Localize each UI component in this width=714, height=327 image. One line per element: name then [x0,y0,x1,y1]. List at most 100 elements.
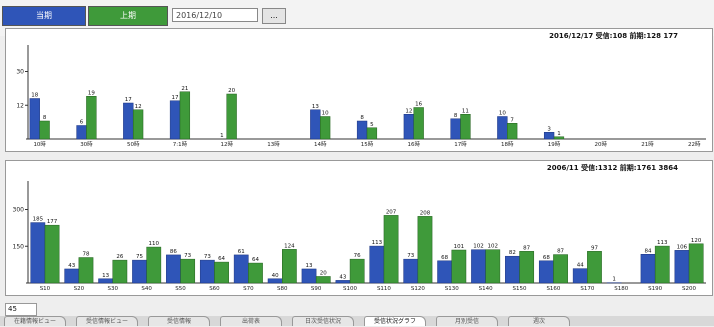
bar-label: 87 [523,245,530,251]
y-tick-label: 150 [13,243,25,250]
bar-label: 43 [339,274,346,280]
bar-label: 26 [116,254,123,260]
bar-series-2 [133,110,143,139]
bar-series-2 [113,260,127,283]
bar-series-1 [132,260,146,283]
bar-label: 61 [238,249,245,255]
bar-series-2 [79,258,93,283]
sheet-tab[interactable]: 出荷表 [220,316,282,326]
bar-label: 102 [473,244,484,250]
bar-label: 73 [184,253,191,259]
bar-label: 124 [284,243,295,249]
bar-label: 87 [557,249,564,255]
bar-series-2 [452,250,466,283]
bar-label: 7 [510,117,514,123]
bar-label: 17 [172,95,179,101]
bar-label: 12 [135,104,142,110]
current-period-button[interactable]: 当期 [2,6,86,26]
x-tick-label: 21時 [641,140,654,148]
bar-label: 13 [312,104,319,110]
sheet-tab[interactable]: 受信情報 [148,316,210,326]
bar-series-2 [86,96,96,139]
bar-series-2 [320,117,330,140]
bar-series-1 [404,114,414,139]
bar-label: 78 [82,252,89,258]
bar-label: 97 [591,245,598,251]
bar-label: 73 [204,254,211,260]
bar-series-1 [370,246,384,283]
bar-label: 82 [509,250,516,256]
x-tick-label: 14時 [314,140,327,148]
x-tick-label: S160 [546,286,560,292]
bar-series-1 [471,250,485,283]
bar-series-2 [587,251,601,283]
bar-series-1 [170,101,180,139]
x-tick-label: S20 [74,286,85,292]
bar-label: 110 [149,241,160,247]
bar-label: 120 [691,238,702,244]
bar-series-1 [497,117,507,140]
x-tick-label: 18時 [501,140,514,148]
x-tick-label: S110 [377,286,391,292]
sheet-tab[interactable]: 月別受信 [436,316,498,326]
x-tick-label: S70 [243,286,254,292]
bar-series-2 [367,128,377,139]
bar-label: 68 [441,255,448,261]
bar-label: 40 [272,273,279,279]
y-tick-label: 12 [16,102,24,109]
bar-series-1 [505,256,519,283]
bar-label: 76 [354,253,361,259]
bar-label: 43 [68,263,75,269]
bar-label: 20 [320,270,327,276]
bar-label: 113 [372,240,383,246]
bar-series-1 [166,255,180,283]
bar-series-1 [539,261,553,283]
sheet-tab[interactable]: 受信情報ビュー [76,316,138,326]
page-input[interactable]: 45 [5,303,37,316]
bar-series-1 [675,250,689,283]
x-tick-label: 30時 [80,140,93,148]
bar-label: 10 [322,111,329,117]
bar-series-2 [45,225,59,283]
bar-label: 19 [88,90,95,96]
x-tick-label: S150 [513,286,527,292]
bar-series-2 [147,247,161,283]
bar-label: 101 [454,244,465,250]
sheet-tab[interactable]: 週次 [508,316,570,326]
bar-series-1 [641,254,655,283]
bar-series-2 [418,216,432,283]
bar-label: 8 [454,113,458,119]
bar-label: 75 [136,254,143,260]
bar-series-1 [357,121,367,139]
bar-label: 102 [488,244,499,250]
bar-label: 64 [218,256,225,262]
bar-series-1 [31,223,45,283]
bar-label: 84 [645,248,652,254]
bar-series-2 [520,251,534,283]
x-tick-label: 12時 [220,140,233,148]
bar-series-2 [214,262,228,283]
bar-series-1 [451,119,461,139]
date-picker[interactable]: 2016/12/10 [172,8,258,22]
x-tick-label: S80 [277,286,288,292]
date-picker-button[interactable]: ... [262,8,286,24]
previous-period-button[interactable]: 上期 [88,6,168,26]
x-tick-label: 16時 [408,140,421,148]
bar-series-1 [544,132,554,139]
x-tick-label: S40 [141,286,152,292]
x-tick-label: S140 [479,286,493,292]
bar-series-2 [553,255,567,283]
sheet-tab[interactable]: 日次受信状況 [292,316,354,326]
bar-label: 185 [33,217,44,223]
x-tick-label: 50時 [127,140,140,148]
bar-series-2 [248,263,262,283]
sheet-tab[interactable]: 受信状況グラフ [364,316,426,326]
sheet-tab[interactable]: 在籍情報ビュー [4,316,66,326]
bar-series-2 [316,276,330,283]
x-tick-label: S10 [40,286,51,292]
x-tick-label: S180 [614,286,628,292]
bar-series-2 [414,108,424,140]
